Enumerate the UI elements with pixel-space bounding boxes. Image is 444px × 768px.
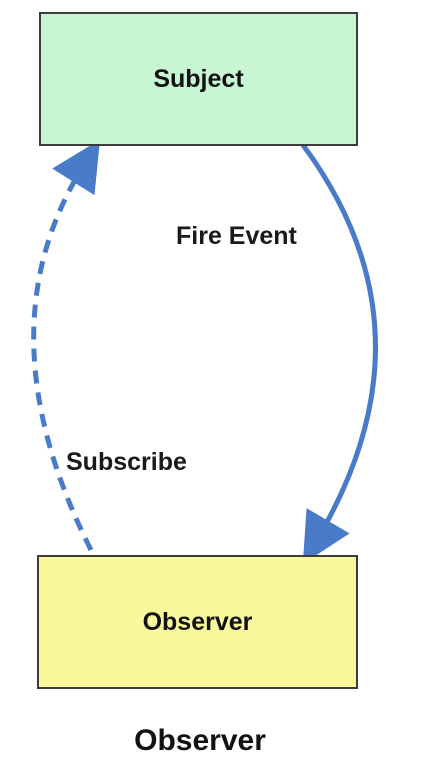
subject-node: Subject — [39, 12, 358, 146]
subscribe-arrow — [31, 139, 100, 552]
fire-event-label: Fire Event — [176, 222, 297, 250]
subject-label: Subject — [153, 64, 244, 93]
observer-node: Observer — [37, 555, 358, 689]
observer-label: Observer — [142, 607, 253, 636]
diagram-caption: Observer — [134, 724, 266, 757]
subscribe-label: Subscribe — [66, 448, 187, 476]
fire-event-arrow — [300, 142, 378, 564]
